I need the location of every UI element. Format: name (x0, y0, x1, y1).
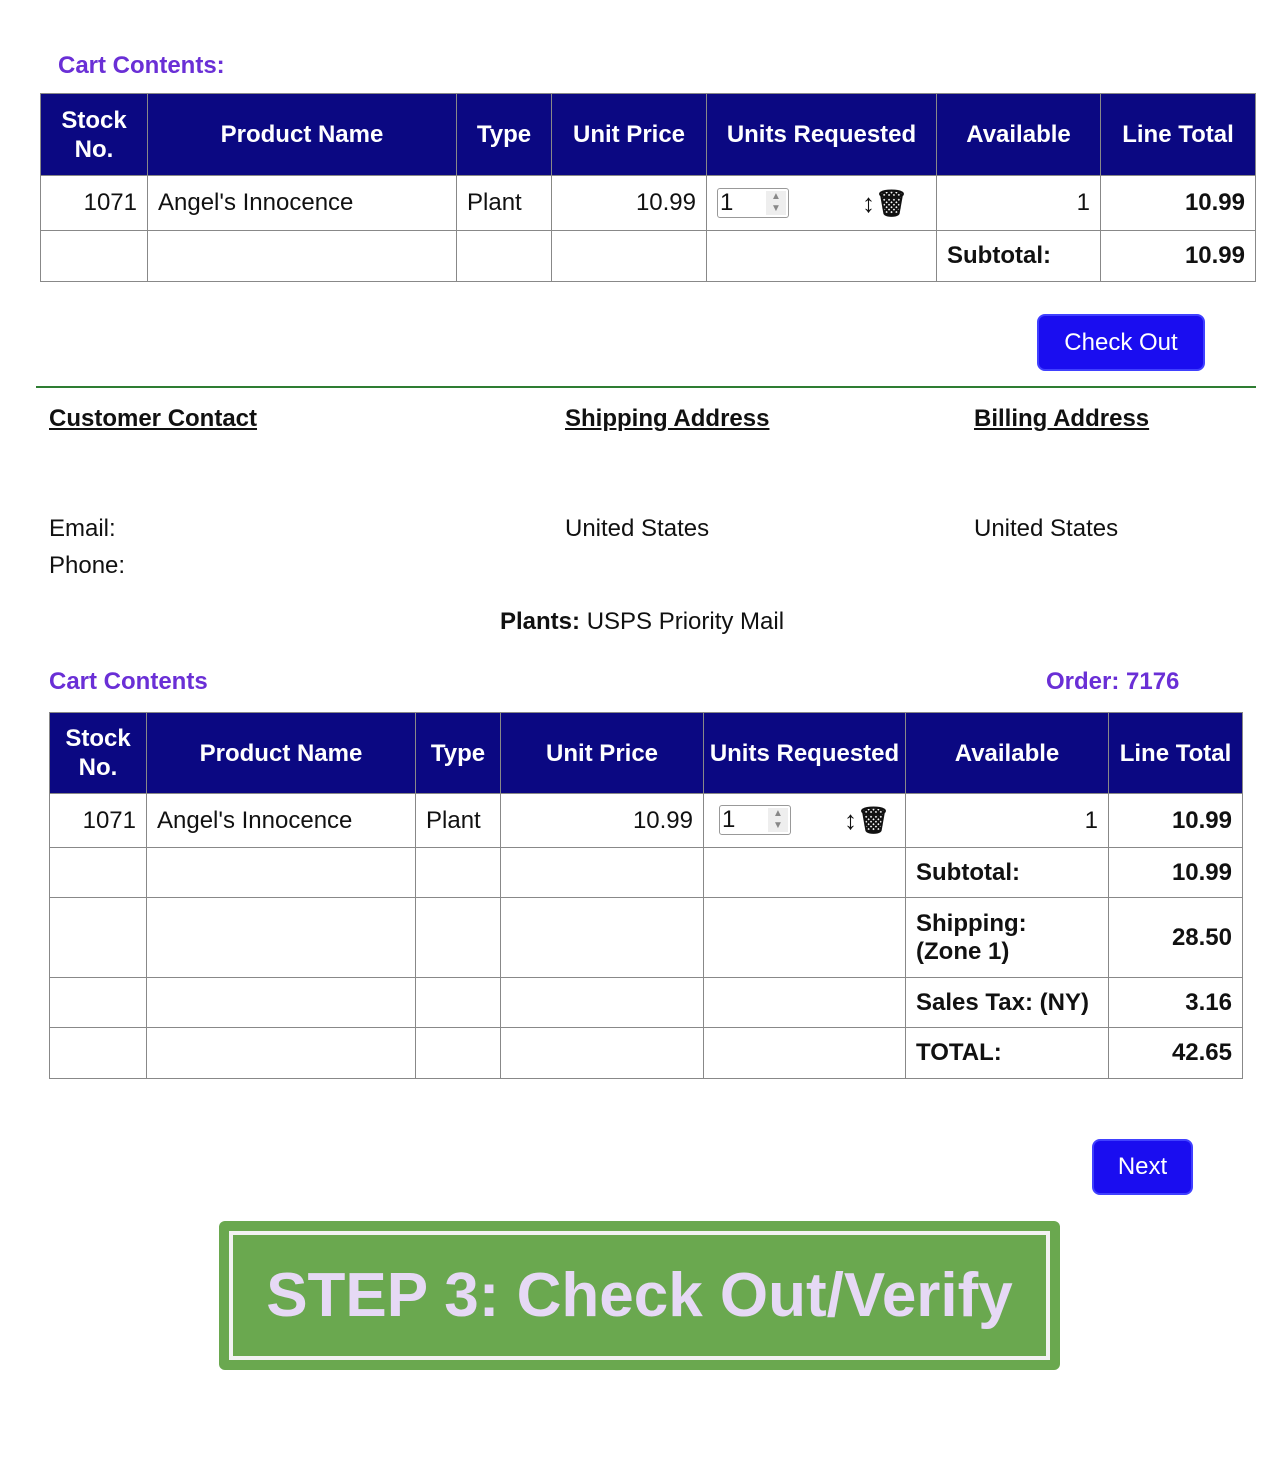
billing-address-heading: Billing Address (974, 405, 1150, 432)
col-product: Product Name (147, 93, 457, 176)
table-row: 1071 Angel's Innocence Plant 10.99 1 ▲ ▼ ↕🗑… (40, 175, 1256, 231)
col-total: Line Total (1108, 712, 1243, 794)
divider (36, 386, 1256, 388)
unit-price: 10.99 (551, 175, 707, 231)
spinner-icon[interactable]: ▲ ▼ (768, 808, 788, 832)
billing-country: United States (974, 515, 1119, 542)
unit-price: 10.99 (500, 793, 704, 848)
qty-value: 1 (720, 188, 734, 216)
quantity-stepper[interactable]: 1 ▲ ▼ (717, 187, 789, 218)
available: 1 (905, 793, 1109, 848)
sales-tax-label: Sales Tax: (NY) (905, 977, 1109, 1028)
col-price: Unit Price (551, 93, 707, 176)
qty-value: 1 (722, 806, 736, 833)
sales-tax-value: 3.16 (1108, 977, 1243, 1028)
next-button[interactable]: Next (1092, 1139, 1193, 1195)
col-available: Available (905, 712, 1109, 794)
line-total: 10.99 (1100, 175, 1256, 231)
customer-contact-heading: Customer Contact (49, 405, 258, 432)
units-cell: 1 ▲ ▼ ↕🗑 (706, 175, 937, 231)
shipping-label: Shipping: (Zone 1) (905, 897, 1109, 978)
phone-label: Phone: (49, 552, 126, 579)
col-available: Available (936, 93, 1101, 176)
reorder-icon[interactable]: ↕ (843, 805, 857, 835)
quantity-stepper[interactable]: 1 ▲ ▼ (719, 805, 791, 835)
cart-title: Cart Contents: (58, 52, 225, 79)
available: 1 (936, 175, 1101, 231)
order-number: Order: 7176 (1046, 668, 1180, 695)
units-cell: 1 ▲ ▼ ↕🗑 (703, 793, 906, 848)
step-banner-text: STEP 3: Check Out/Verify (229, 1231, 1050, 1360)
check-out-button[interactable]: Check Out (1037, 314, 1205, 371)
shipping-method: Plants: USPS Priority Mail (500, 608, 784, 636)
shipping-method-value: USPS Priority Mail (586, 608, 785, 635)
col-product: Product Name (146, 712, 416, 794)
col-total: Line Total (1100, 93, 1256, 176)
product-type: Plant (456, 175, 552, 231)
cart-table: Stock No. Product Name Type Unit Price U… (40, 93, 1256, 282)
reorder-icon[interactable]: ↕ (861, 187, 875, 218)
col-stock: Stock No. (49, 712, 147, 794)
product-type: Plant (415, 793, 501, 848)
cart-contents-title: Cart Contents (49, 668, 208, 695)
stock-no: 1071 (49, 793, 147, 848)
product-name: Angel's Innocence (146, 793, 416, 848)
email-label: Email: (49, 515, 116, 542)
shipping-method-label: Plants: (500, 608, 581, 635)
step-banner: STEP 3: Check Out/Verify (219, 1221, 1060, 1370)
col-type: Type (415, 712, 501, 794)
total-value: 42.65 (1108, 1027, 1243, 1079)
stock-no: 1071 (40, 175, 148, 231)
col-units: Units Requested (706, 93, 937, 176)
spinner-icon[interactable]: ▲ ▼ (766, 190, 786, 215)
col-stock: Stock No. (40, 93, 148, 176)
subtotal-value: 10.99 (1108, 847, 1243, 898)
table-row: 1071 Angel's Innocence Plant 10.99 1 ▲ ▼ ↕🗑… (49, 793, 1243, 848)
shipping-country: United States (565, 515, 710, 542)
subtotal-label: Subtotal: (936, 230, 1101, 282)
trash-icon[interactable]: 🗑 (856, 805, 890, 835)
shipping-value: 28.50 (1108, 897, 1243, 978)
shipping-address-heading: Shipping Address (565, 405, 770, 432)
subtotal-label: Subtotal: (905, 847, 1109, 898)
line-total: 10.99 (1108, 793, 1243, 848)
product-name: Angel's Innocence (147, 175, 457, 231)
total-label: TOTAL: (905, 1027, 1109, 1079)
col-type: Type (456, 93, 552, 176)
trash-icon[interactable]: 🗑 (874, 187, 908, 218)
subtotal-value: 10.99 (1100, 230, 1256, 282)
col-units: Units Requested (703, 712, 906, 794)
order-table: Stock No. Product Name Type Unit Price U… (49, 712, 1243, 1079)
col-price: Unit Price (500, 712, 704, 794)
